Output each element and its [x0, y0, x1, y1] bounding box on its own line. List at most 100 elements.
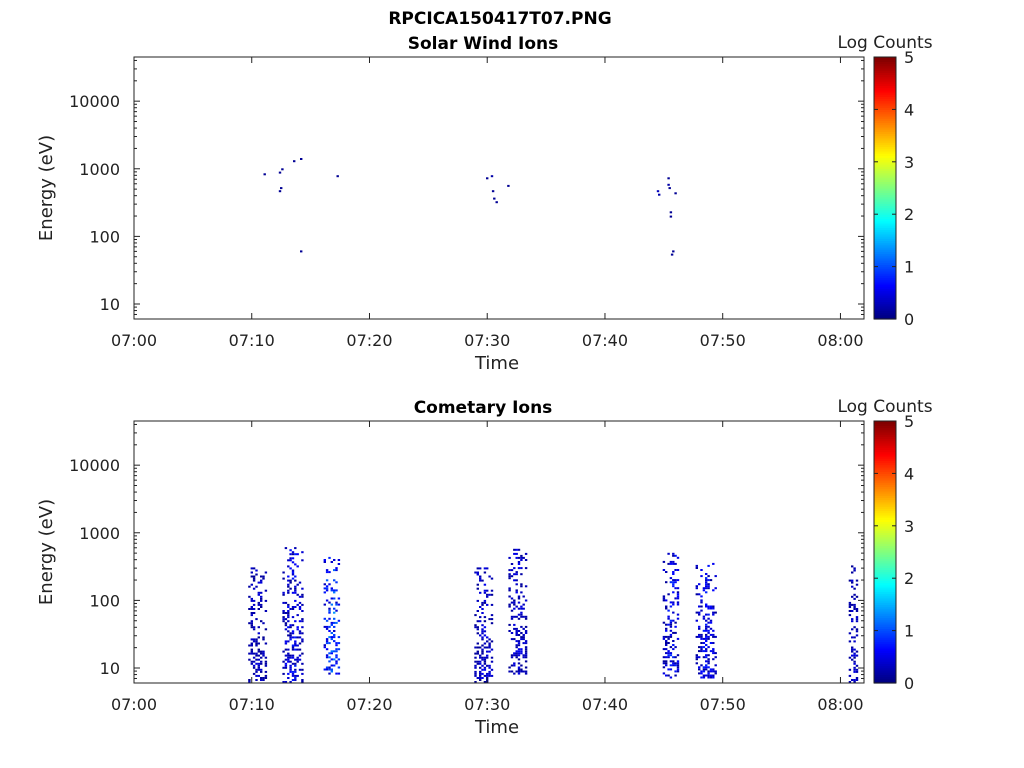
heatmap-cell [490, 175, 494, 178]
heatmap-cell [700, 599, 703, 602]
heatmap-cell [294, 587, 297, 590]
heatmap-cell [676, 591, 680, 594]
heatmap-cell [262, 650, 265, 653]
colorbar-swatch [874, 183, 896, 187]
heatmap-cell [524, 652, 528, 655]
heatmap-cell [490, 668, 494, 671]
heatmap-cell [296, 658, 299, 661]
heatmap-cell [291, 648, 295, 651]
heatmap-cell [488, 618, 491, 621]
colorbar-swatch [874, 667, 896, 671]
colorbar-swatch [874, 102, 896, 106]
heatmap-cell [481, 579, 484, 582]
heatmap-cell [301, 662, 304, 665]
heatmap-cell [524, 648, 528, 651]
heatmap-cell [668, 187, 671, 190]
heatmap-cell [298, 642, 302, 645]
heatmap-cell [291, 591, 295, 594]
heatmap-cell [709, 676, 713, 679]
heatmap-cell [508, 587, 511, 590]
heatmap-cell [284, 618, 288, 621]
heatmap-cell [676, 569, 680, 571]
heatmap-cell [714, 635, 717, 638]
colorbar-swatch [874, 464, 896, 468]
heatmap-cell [248, 681, 251, 683]
heatmap-cell [250, 662, 253, 665]
heatmap-cell [264, 670, 268, 673]
heatmap-cell [328, 636, 331, 639]
heatmap-cell [515, 589, 518, 592]
heatmap-cell [707, 674, 710, 677]
x-tick-label: 07:30 [464, 695, 510, 714]
heatmap-cell [476, 626, 479, 629]
heatmap-cell [287, 656, 290, 659]
heatmap-cell [298, 608, 302, 610]
heatmap-cell [328, 666, 331, 669]
heatmap-cell [517, 613, 521, 616]
heatmap-cell [520, 664, 523, 667]
heatmap-cell [294, 644, 297, 647]
heatmap-cell [524, 559, 528, 561]
colorbar-swatch [874, 292, 896, 296]
colorbar-swatch [874, 139, 896, 143]
heatmap-cell [323, 668, 326, 671]
heatmap-cell [674, 581, 677, 584]
heatmap-cell [515, 552, 518, 555]
colorbar-swatch [874, 508, 896, 512]
heatmap-cell [264, 674, 268, 677]
heatmap-cell [301, 640, 304, 643]
heatmap-cell [476, 642, 479, 645]
heatmap-cell [260, 652, 263, 655]
heatmap-cell [672, 656, 675, 659]
heatmap-cell [284, 662, 288, 665]
heatmap-cell [335, 656, 338, 659]
heatmap-cell [513, 623, 516, 626]
heatmap-cell [707, 672, 710, 675]
heatmap-cell [669, 577, 673, 580]
heatmap-cell [855, 668, 859, 671]
heatmap-cell [658, 193, 661, 196]
colorbar-swatch [874, 240, 896, 244]
heatmap-cell [337, 597, 341, 600]
heatmap-cell [520, 668, 523, 671]
heatmap-cell [700, 676, 703, 679]
heatmap-cell [665, 571, 668, 573]
colorbar-swatch [874, 310, 896, 314]
heatmap-cell [252, 608, 256, 610]
heatmap-cell [260, 660, 263, 663]
heatmap-cell [333, 591, 336, 594]
colorbar-swatch [874, 264, 896, 268]
x-tick-label: 07:50 [700, 331, 746, 350]
heatmap-cell [705, 654, 708, 657]
heatmap-cell [335, 603, 338, 606]
colorbar-swatch [874, 493, 896, 496]
heatmap-cell [665, 660, 668, 663]
heatmap-cell [709, 579, 713, 582]
heatmap-cell [333, 634, 336, 636]
heatmap-cell [476, 662, 479, 665]
colorbar-swatch [874, 105, 896, 108]
heatmap-cell [337, 559, 341, 561]
heatmap-cell [517, 607, 521, 610]
colorbar-swatch [874, 436, 896, 440]
heatmap-cell [851, 571, 854, 574]
heatmap-cell [328, 601, 331, 604]
heatmap-cell [278, 171, 282, 174]
colorbar-swatch [874, 316, 896, 320]
heatmap-cell [855, 610, 859, 612]
colorbar-swatch [874, 257, 896, 261]
heatmap-cell [513, 652, 516, 655]
heatmap-cell [714, 656, 717, 659]
heatmap-cell [698, 635, 701, 638]
heatmap-cell [508, 623, 511, 626]
heatmap-cell [284, 681, 288, 683]
heatmap-cell [333, 597, 336, 600]
heatmap-cell [474, 672, 477, 675]
heatmap-cell [513, 638, 516, 641]
heatmap-cell [479, 674, 482, 677]
heatmap-cell [524, 585, 528, 588]
heatmap-cell [520, 636, 523, 639]
heatmap-cell [665, 581, 668, 584]
heatmap-cell [287, 626, 290, 629]
heatmap-cell [520, 567, 523, 570]
